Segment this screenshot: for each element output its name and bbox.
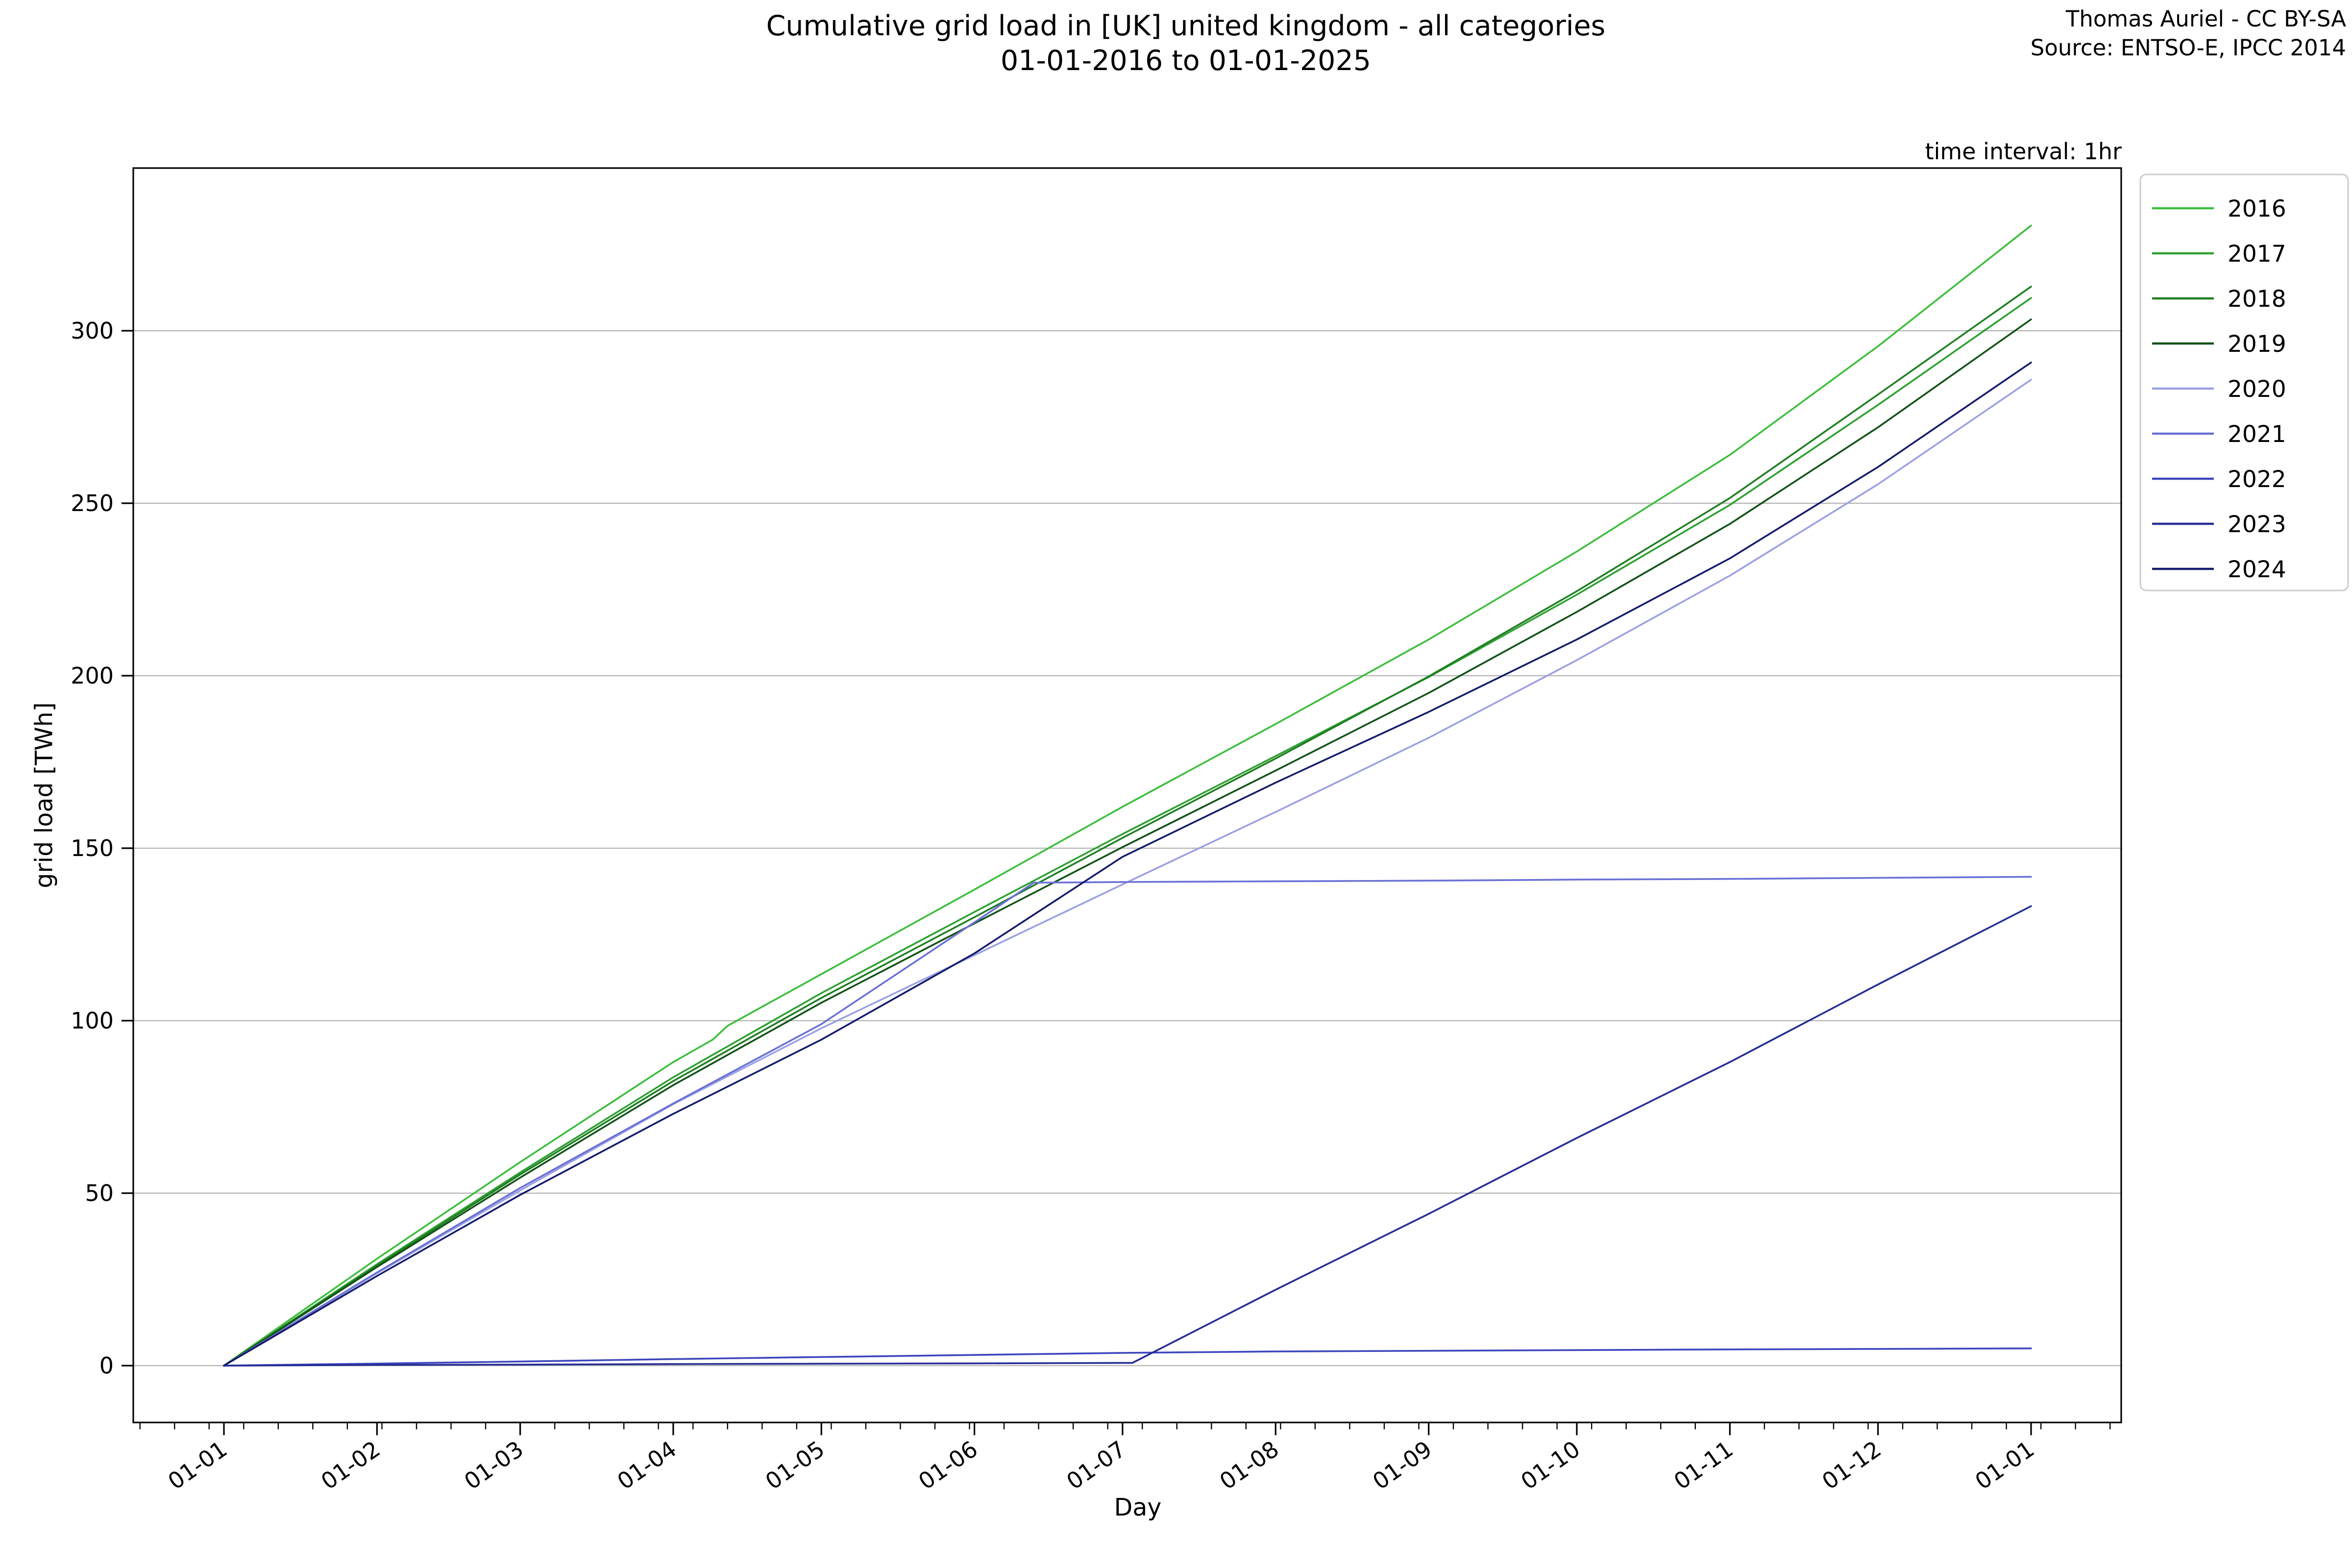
gridlines [133,330,2121,1367]
x-tick-label: 01-02 [316,1436,385,1495]
series-line-2021 [223,876,2032,1367]
x-tick-label: 01-04 [612,1436,681,1495]
x-tick-label: 01-08 [1215,1436,1283,1495]
x-tick-label: 01-12 [1817,1436,1886,1495]
legend-entry-2016: 2016 [2152,196,2286,222]
y-tick-label: 150 [71,835,114,861]
y-axis-ticks: 0 50 100 150 200 250 300 [71,318,133,1379]
chart-title: Cumulative grid load in [UK] united king… [500,9,1872,79]
x-tick-label: 01-09 [1368,1436,1437,1495]
series-line-2020 [223,379,2032,1367]
axes-spines [132,167,2122,1423]
legend-entry-2023: 2023 [2152,511,2286,538]
y-tick-label: 200 [71,662,114,689]
y-tick-label: 100 [71,1007,114,1034]
x-axis-ticks: 01-01 01-02 01-03 01-04 01-05 01-06 01-07 01-08… [139,1422,2111,1495]
series-line-2018 [223,286,2032,1367]
series-line-2019 [223,318,2032,1367]
chart-title-line2: 01-01-2016 to 01-01-2025 [1001,45,1371,77]
series-line-2022 [223,1348,2032,1367]
legend-label-2019: 2019 [2228,331,2286,358]
credit-author: Thomas Auriel - CC BY-SA [2065,6,2346,32]
x-tick-label: 01-01 [1970,1436,2039,1495]
y-tick-label: 250 [71,490,114,516]
legend-entry-2022: 2022 [2152,466,2286,493]
legend-label-2020: 2020 [2228,376,2286,403]
y-tick-label: 50 [85,1180,114,1206]
x-tick-label: 01-10 [1516,1436,1585,1495]
legend-entry-2024: 2024 [2152,556,2286,583]
series-line-2024 [223,361,2032,1367]
credit-source: Source: ENTSO-E, IPCC 2014 [2030,34,2346,61]
legend: 2016 2017 2018 2019 2020 2021 2022 2023 2024 [2139,173,2349,591]
legend-label-2022: 2022 [2228,466,2286,493]
legend-label-2021: 2021 [2228,421,2286,448]
chart-title-line1: Cumulative grid load in [UK] united king… [766,10,1606,42]
x-tick-label: 01-05 [760,1436,829,1495]
legend-entry-2020: 2020 [2152,376,2286,403]
series-line-2016 [223,224,2032,1367]
legend-label-2017: 2017 [2228,241,2286,268]
legend-entry-2017: 2017 [2152,241,2286,268]
series-line-2017 [223,297,2032,1367]
legend-entry-2021: 2021 [2152,421,2286,448]
x-tick-label: 01-03 [459,1436,528,1495]
x-axis-label: Day [1114,1494,1162,1521]
y-tick-label: 300 [71,318,114,344]
x-tick-label: 01-11 [1669,1436,1738,1495]
legend-entry-2018: 2018 [2152,286,2286,313]
series-lines [223,224,2032,1367]
legend-box [2139,173,2349,591]
credit-text: Thomas Auriel - CC BY-SA Source: ENTSO-E… [2031,5,2346,62]
time-interval-note: time interval: 1hr [1925,138,2122,165]
x-tick-label: 01-07 [1062,1436,1130,1495]
x-tick-label: 01-01 [163,1436,232,1495]
y-tick-label: 0 [99,1352,114,1379]
legend-label-2023: 2023 [2228,511,2286,538]
legend-label-2016: 2016 [2228,196,2286,222]
legend-label-2024: 2024 [2228,556,2286,583]
x-tick-label: 01-06 [913,1436,982,1495]
legend-label-2018: 2018 [2228,286,2286,313]
series-line-2023 [223,905,2032,1367]
legend-entry-2019: 2019 [2152,331,2286,358]
